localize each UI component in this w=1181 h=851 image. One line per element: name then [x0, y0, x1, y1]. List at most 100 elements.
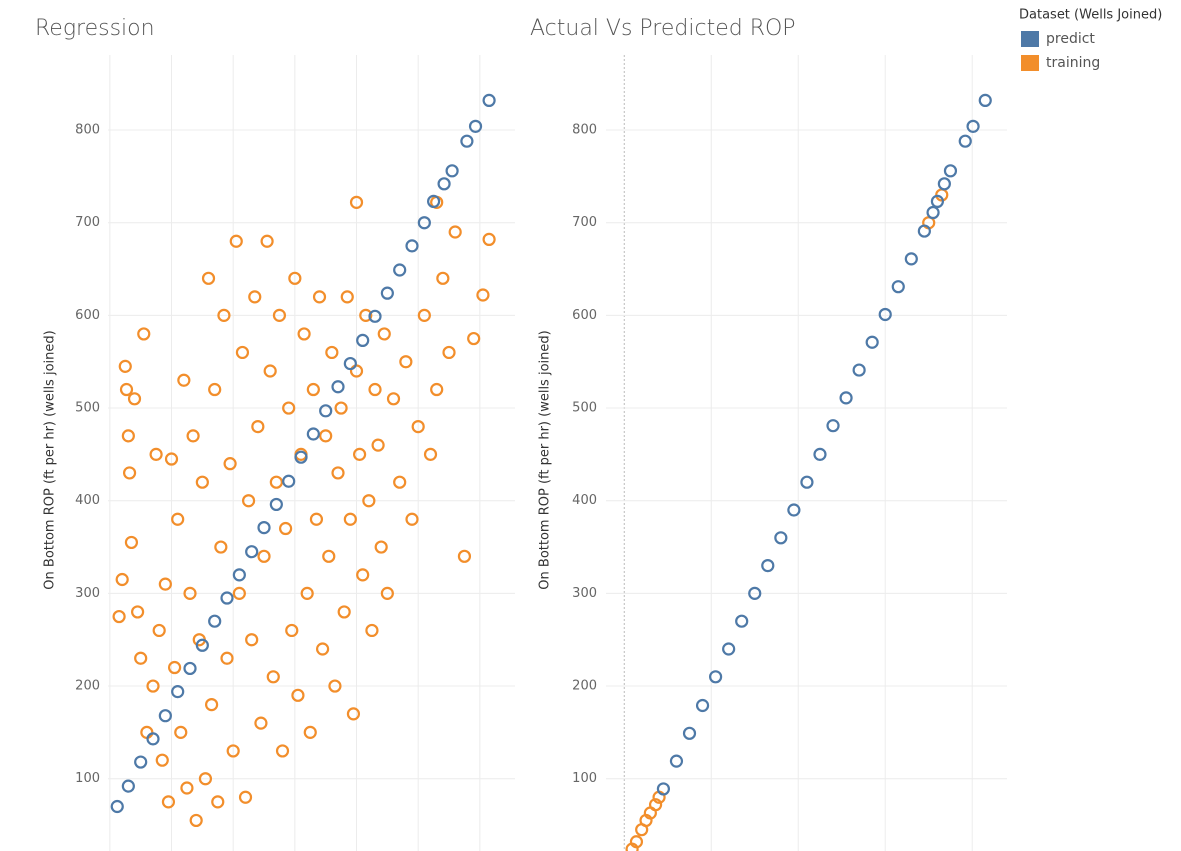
legend-swatch: [1021, 31, 1039, 47]
legend: predict training: [1021, 31, 1100, 71]
point: [257, 520, 271, 535]
y-tick-label: 800: [75, 123, 100, 138]
point: [774, 531, 788, 545]
chart-title: Regression: [35, 16, 155, 41]
point: [229, 234, 243, 248]
point: [171, 685, 185, 699]
point: [368, 309, 382, 323]
legend-title: Dataset (Wells Joined): [1019, 8, 1162, 23]
point: [405, 239, 419, 253]
point: [238, 790, 253, 804]
point: [966, 119, 980, 133]
point: [291, 688, 305, 702]
point: [468, 119, 483, 133]
point: [371, 438, 385, 452]
point: [260, 234, 274, 248]
point: [359, 308, 373, 322]
point: [482, 93, 496, 108]
point: [319, 429, 333, 443]
point: [155, 753, 169, 767]
y-tick-label: 800: [572, 123, 597, 138]
point: [183, 586, 197, 600]
point: [257, 549, 271, 563]
point: [269, 475, 283, 489]
point: [303, 725, 317, 739]
point: [904, 252, 918, 266]
point: [393, 475, 407, 489]
point: [285, 623, 299, 638]
y-tick-label: 200: [572, 679, 597, 694]
point: [852, 363, 866, 377]
point: [331, 466, 345, 480]
point: [122, 466, 137, 480]
point: [251, 419, 265, 434]
point: [467, 331, 481, 346]
point: [368, 382, 382, 397]
point: [356, 568, 370, 582]
point: [417, 216, 431, 230]
y-tick-label: 400: [572, 493, 597, 508]
point: [787, 503, 801, 517]
point: [186, 429, 200, 443]
point: [343, 356, 357, 371]
y-tick-label: 700: [75, 215, 100, 230]
point: [448, 225, 462, 239]
point: [319, 404, 333, 418]
point: [309, 512, 324, 526]
point: [735, 614, 749, 628]
point: [482, 232, 496, 247]
point: [208, 382, 222, 397]
point: [325, 345, 339, 360]
point: [709, 670, 723, 684]
point: [127, 392, 142, 406]
point: [839, 391, 853, 405]
y-tick-label: 600: [75, 308, 100, 323]
y-tick-label: 700: [572, 215, 597, 230]
point: [926, 205, 940, 220]
point: [322, 549, 336, 563]
y-tick-label: 400: [75, 493, 100, 508]
point: [427, 194, 441, 209]
point: [263, 364, 277, 378]
point: [748, 586, 762, 600]
point: [220, 591, 234, 605]
point: [223, 457, 237, 471]
point: [328, 679, 342, 693]
point: [146, 732, 160, 746]
point: [353, 447, 367, 461]
point: [656, 782, 671, 796]
point: [437, 177, 451, 191]
y-tick-label: 500: [572, 401, 597, 416]
point: [220, 651, 234, 665]
point: [865, 335, 879, 349]
point: [121, 429, 135, 443]
point: [112, 609, 126, 624]
point: [214, 540, 228, 554]
y-tick-label: 200: [75, 679, 100, 694]
point: [682, 726, 697, 740]
point: [917, 224, 931, 238]
point: [140, 725, 154, 739]
point: [137, 327, 151, 341]
point: [374, 540, 388, 554]
point: [121, 779, 135, 793]
point: [294, 450, 308, 464]
point: [386, 392, 401, 406]
point: [269, 497, 283, 512]
point: [245, 545, 259, 559]
point: [119, 382, 134, 397]
point: [878, 307, 892, 322]
point: [282, 401, 296, 415]
point: [198, 772, 213, 786]
point: [316, 642, 330, 656]
point: [288, 271, 302, 285]
chart-title: Actual Vs Predicted ROP: [530, 16, 796, 41]
point: [248, 290, 262, 304]
point: [211, 795, 225, 809]
point: [168, 660, 182, 675]
point: [442, 345, 456, 360]
point: [417, 308, 431, 322]
point: [460, 134, 474, 148]
point: [669, 754, 684, 768]
